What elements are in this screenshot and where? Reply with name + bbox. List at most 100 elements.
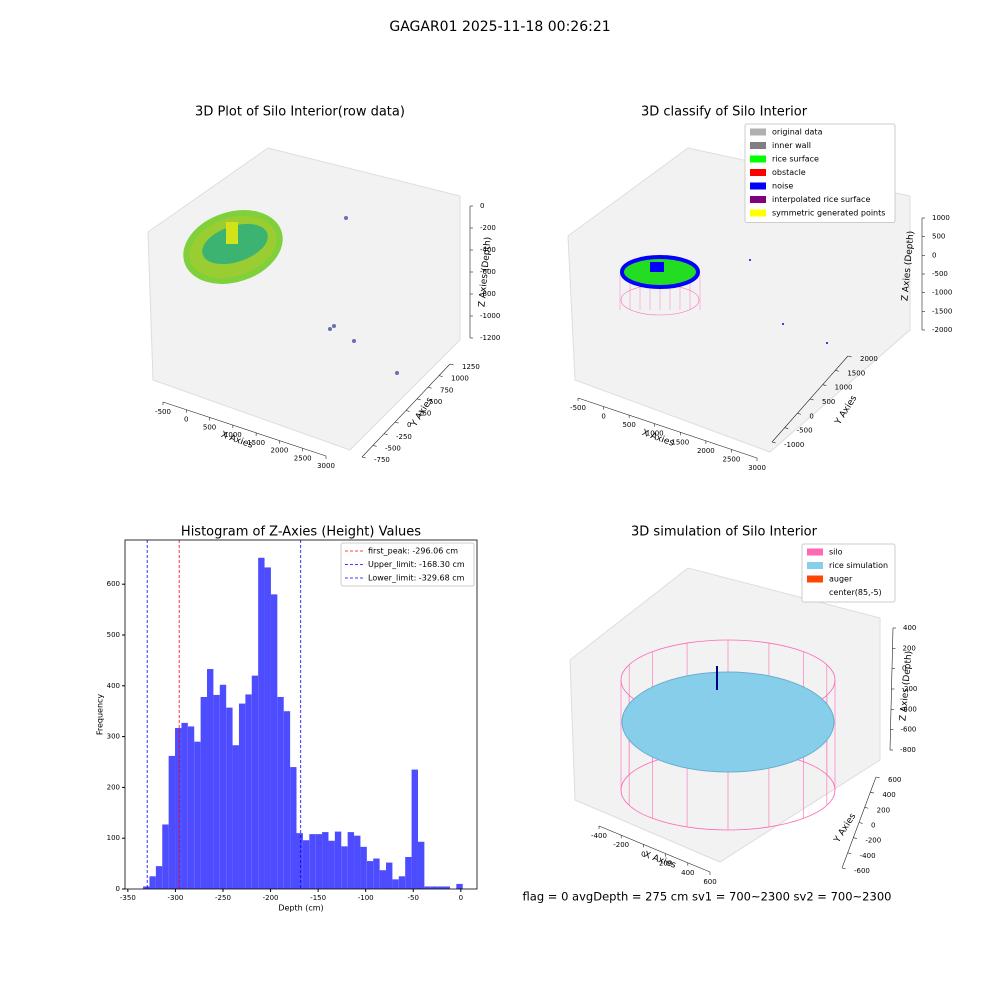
y-tick bbox=[427, 386, 432, 389]
histogram-bar bbox=[360, 846, 367, 889]
y-tick bbox=[822, 384, 827, 386]
histogram-bar bbox=[264, 567, 271, 889]
y-tick-label: 100 bbox=[107, 834, 120, 842]
legend-swatch bbox=[750, 196, 766, 203]
y-tick bbox=[847, 355, 852, 358]
y-tick-label: -400 bbox=[860, 852, 876, 860]
y-tick bbox=[870, 791, 875, 794]
y-axis-label: Frequency bbox=[96, 694, 105, 736]
histogram-bar bbox=[322, 832, 329, 889]
legend-label: silo bbox=[829, 548, 843, 557]
z-tick-label: 500 bbox=[932, 233, 945, 241]
x-tick-label: -150 bbox=[310, 894, 326, 902]
legend-box bbox=[801, 543, 896, 603]
plot-contents bbox=[619, 255, 828, 344]
footer-text: flag = 0 avgDepth = 275 cm sv1 = 700~230… bbox=[523, 890, 892, 904]
histogram-bar bbox=[334, 831, 342, 889]
stray-point bbox=[395, 371, 399, 375]
y-tick-label: 200 bbox=[107, 783, 120, 791]
legend-swatch bbox=[750, 155, 766, 163]
z-tick-label: -1500 bbox=[932, 307, 952, 315]
x-tick-label: -250 bbox=[215, 894, 231, 902]
legend-swatch bbox=[750, 128, 766, 136]
y-tick bbox=[847, 852, 852, 855]
histogram-bar bbox=[341, 846, 348, 889]
x-tick-label: 1500 bbox=[247, 439, 265, 447]
x-axis-label: Depth (cm) bbox=[278, 904, 323, 913]
z-tick-label: -2000 bbox=[932, 326, 952, 334]
y-tick-label: -250 bbox=[396, 433, 412, 441]
histogram-bar bbox=[328, 840, 335, 889]
y-tick bbox=[361, 456, 366, 459]
y-tick-label: 0 bbox=[809, 412, 813, 420]
x-tick-label: -500 bbox=[570, 404, 586, 412]
y-tick-label: 600 bbox=[107, 580, 120, 588]
legend-label: center(85,-5) bbox=[829, 588, 882, 597]
z-tick-label: -400 bbox=[480, 246, 496, 254]
histogram-bar bbox=[302, 840, 310, 889]
legend-swatch bbox=[807, 548, 823, 556]
y-tick-label: 1250 bbox=[462, 363, 480, 371]
x-tick-label: 2000 bbox=[697, 447, 715, 455]
axis-label: X Axies bbox=[642, 850, 677, 871]
histogram-bar bbox=[194, 741, 201, 889]
x-tick-label: 0 bbox=[601, 413, 605, 421]
y-tick bbox=[835, 370, 840, 372]
histogram-bar bbox=[347, 832, 355, 889]
y-tick-label: -500 bbox=[385, 444, 401, 452]
y-tick bbox=[405, 410, 410, 412]
y-tick bbox=[784, 427, 789, 429]
y-tick-label: 500 bbox=[107, 631, 120, 639]
z-tick-label: -1000 bbox=[932, 289, 952, 297]
histogram-bar bbox=[245, 694, 252, 889]
stray-point bbox=[782, 323, 784, 325]
x-tick-label: 2500 bbox=[294, 454, 312, 462]
histogram-bar bbox=[386, 862, 393, 889]
z-tick-label: 0 bbox=[902, 665, 906, 673]
stray-point bbox=[826, 342, 828, 344]
y-tick bbox=[771, 441, 776, 444]
stray-point bbox=[332, 324, 336, 328]
axis-label: Y Axies bbox=[409, 396, 435, 430]
stray-point bbox=[352, 339, 356, 343]
histogram-bar bbox=[392, 879, 399, 889]
legend-label: symmetric generated points bbox=[772, 209, 885, 218]
y-tick-label: 1000 bbox=[835, 384, 853, 392]
stray-point bbox=[749, 259, 751, 261]
legend-box bbox=[744, 123, 896, 223]
x-tick-label: 3000 bbox=[748, 464, 766, 472]
y-tick bbox=[383, 433, 388, 435]
histogram-bar bbox=[149, 876, 156, 889]
y-tick bbox=[449, 363, 454, 366]
y-tick-label: 1000 bbox=[451, 375, 469, 383]
x-tick-label: 1000 bbox=[646, 430, 664, 438]
histogram-bar bbox=[155, 866, 163, 889]
x-tick-label: 1500 bbox=[671, 438, 689, 446]
legend-label: noise bbox=[772, 182, 793, 191]
chart-title: 3D simulation of Silo Interior bbox=[631, 525, 818, 540]
x-tick-label: -400 bbox=[591, 832, 607, 840]
chart-title: Histogram of Z-Axies (Height) Values bbox=[181, 525, 421, 540]
z-tick-label: 200 bbox=[903, 644, 916, 652]
y-tick bbox=[809, 398, 814, 401]
histogram-bar bbox=[456, 883, 463, 889]
histogram-bar bbox=[309, 834, 316, 889]
z-tick-label: 400 bbox=[903, 624, 916, 632]
legend-box bbox=[340, 542, 475, 587]
x-axis bbox=[162, 401, 327, 457]
legend-label: inner wall bbox=[772, 141, 811, 150]
x-tick-label: 2000 bbox=[271, 447, 289, 455]
figure-title: GAGAR01 2025-11-18 00:26:21 bbox=[389, 19, 610, 35]
y-tick bbox=[372, 445, 377, 447]
z-tick-label: -600 bbox=[901, 726, 917, 734]
legend-label: auger bbox=[829, 575, 853, 584]
z-tick-label: -1000 bbox=[480, 312, 500, 320]
legend-label: rice simulation bbox=[829, 561, 888, 570]
histogram-bar bbox=[405, 856, 412, 889]
histogram-bar bbox=[373, 858, 380, 889]
axes-pane bbox=[567, 147, 911, 453]
legend-label: interpolated rice surface bbox=[772, 195, 870, 204]
plot-contents bbox=[183, 210, 399, 375]
legend-label: first_peak: -296.06 cm bbox=[368, 547, 458, 556]
